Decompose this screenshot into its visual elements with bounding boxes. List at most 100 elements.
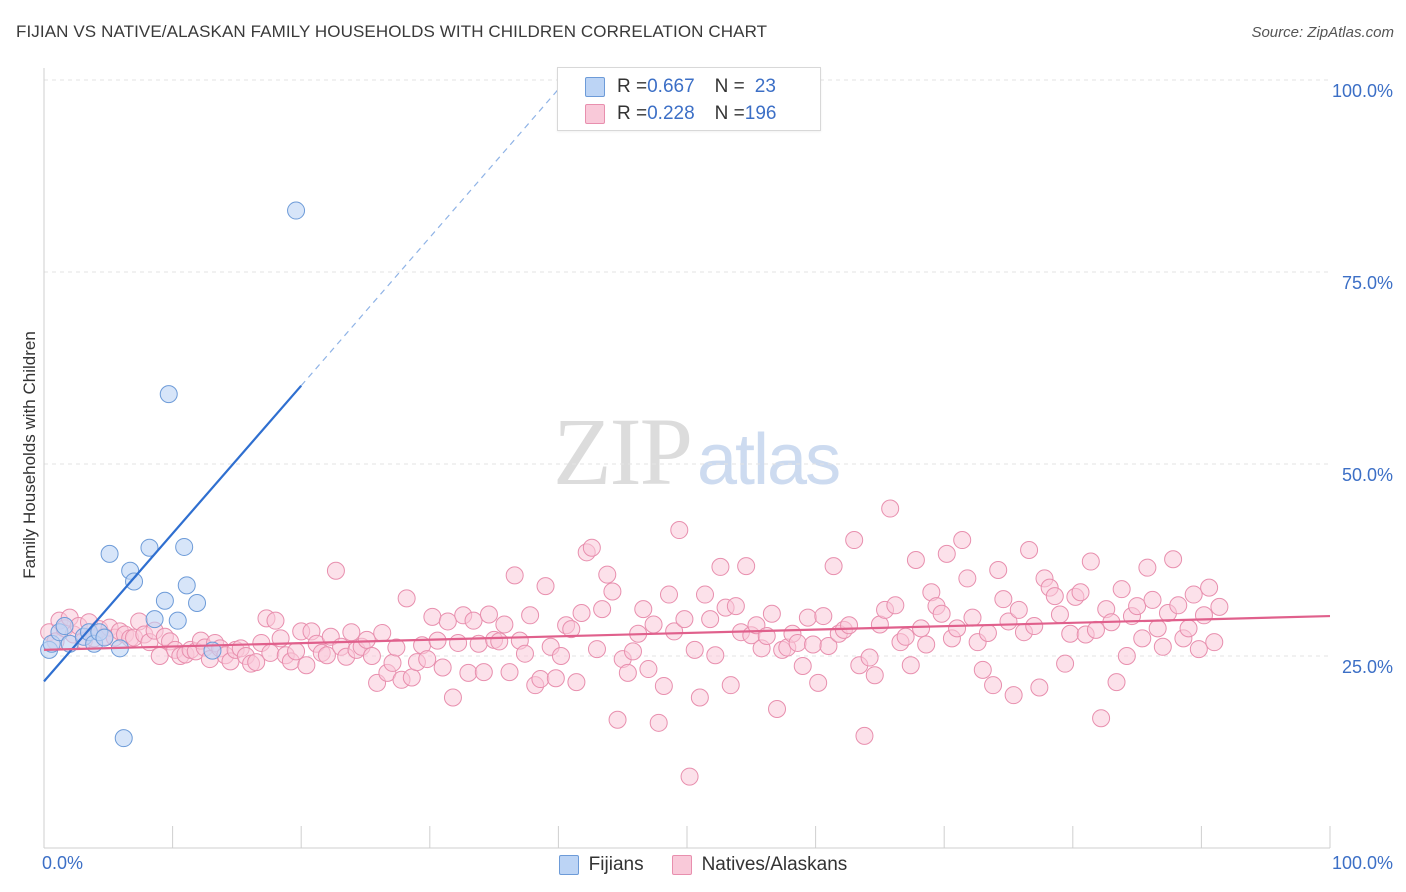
point-native-100 <box>546 669 565 688</box>
point-native-125 <box>675 610 694 629</box>
point-native-134 <box>721 676 740 695</box>
natives-points <box>40 499 1229 786</box>
legend-r-label: R = <box>617 76 648 97</box>
point-native-215 <box>1138 558 1157 577</box>
point-native-84 <box>464 611 483 630</box>
point-native-225 <box>1189 640 1208 659</box>
point-native-150 <box>804 635 823 654</box>
gridlines <box>44 79 1330 657</box>
point-native-223 <box>1179 619 1198 638</box>
point-native-103 <box>562 620 581 639</box>
point-native-200 <box>1061 624 1080 643</box>
point-fijian-22 <box>188 594 207 613</box>
point-native-184 <box>978 623 997 642</box>
point-native-157 <box>840 616 859 635</box>
point-native-154 <box>824 557 843 576</box>
legend-n-label: N = <box>714 103 745 124</box>
point-native-165 <box>881 499 900 518</box>
chart-title: FIJIAN VS NATIVE/ALASKAN FAMILY HOUSEHOL… <box>16 22 768 41</box>
point-native-206 <box>1092 709 1111 728</box>
y-tick-labels: 25.0% 50.0% 75.0% 100.0% <box>1332 81 1393 677</box>
point-native-189 <box>1004 686 1023 705</box>
point-native-216 <box>1143 590 1162 609</box>
point-native-66 <box>373 623 392 642</box>
point-native-179 <box>953 531 972 550</box>
point-fijian-15 <box>140 538 159 557</box>
point-native-194 <box>1030 678 1049 697</box>
point-native-169 <box>901 656 920 675</box>
point-native-170 <box>906 551 925 569</box>
point-native-75 <box>418 650 437 669</box>
point-native-69 <box>387 638 406 657</box>
point-native-199 <box>1056 654 1075 673</box>
point-native-171 <box>912 619 931 638</box>
point-native-183 <box>973 660 992 679</box>
source-credit: Source: ZipAtlas.com <box>1251 24 1394 41</box>
point-native-160 <box>855 726 874 745</box>
trendline-fijians-extension <box>300 88 559 387</box>
point-native-162 <box>865 666 884 685</box>
point-native-185 <box>984 676 1003 695</box>
point-native-205 <box>1086 620 1105 639</box>
point-native-192 <box>1020 541 1039 560</box>
point-native-149 <box>798 608 817 627</box>
point-native-204 <box>1081 552 1100 571</box>
point-native-180 <box>958 569 977 588</box>
point-native-76 <box>423 607 442 626</box>
legend-n-value-natives: 196 <box>744 103 777 124</box>
point-native-168 <box>896 627 915 646</box>
point-native-115 <box>623 642 642 661</box>
x-tick-label-max: 100.0% <box>1332 853 1393 873</box>
y-tick-label-2: 75.0% <box>1342 273 1393 293</box>
y-tick-label-1: 50.0% <box>1342 465 1393 485</box>
legend-label-natives: Natives/Alaskans <box>701 854 848 875</box>
point-native-126 <box>680 767 699 786</box>
point-fijian-16 <box>145 610 164 629</box>
point-fijian-24 <box>287 201 306 220</box>
point-native-83 <box>459 663 478 682</box>
legend-n-label: N = <box>714 76 745 97</box>
point-native-151 <box>809 673 828 692</box>
point-native-114 <box>618 663 637 682</box>
point-native-148 <box>793 656 812 675</box>
point-native-60 <box>342 623 361 642</box>
point-fijian-17 <box>155 591 174 610</box>
point-native-143 <box>768 699 787 718</box>
watermark-atlas: atlas <box>697 420 841 500</box>
point-native-135 <box>726 597 745 616</box>
point-native-112 <box>608 710 627 729</box>
legend-swatch-natives <box>671 855 692 875</box>
point-native-227 <box>1200 578 1219 597</box>
point-native-111 <box>603 582 622 601</box>
point-native-214 <box>1133 629 1152 648</box>
point-native-129 <box>696 585 715 604</box>
trendline-natives <box>43 614 1331 651</box>
point-native-152 <box>814 607 833 626</box>
y-axis-label: Family Households with Children <box>20 331 39 579</box>
point-native-121 <box>654 676 673 695</box>
point-native-55 <box>317 646 336 665</box>
point-native-132 <box>711 557 730 576</box>
y-tick-label-0: 25.0% <box>1342 657 1393 677</box>
point-native-110 <box>598 565 617 584</box>
y-tick-label-3: 100.0% <box>1332 81 1393 101</box>
point-native-118 <box>639 660 658 679</box>
point-native-130 <box>701 610 720 629</box>
legend-n-value-fijians: 23 <box>754 76 776 97</box>
watermark-zip: ZIP <box>553 398 693 505</box>
point-fijian-13 <box>125 572 144 591</box>
legend-swatch-fijians <box>558 855 579 875</box>
point-native-109 <box>593 600 612 619</box>
point-native-186 <box>989 560 1008 579</box>
point-native-211 <box>1117 647 1136 665</box>
point-fijian-10 <box>100 544 119 563</box>
point-native-172 <box>917 635 936 654</box>
axes <box>43 68 1331 849</box>
point-native-41 <box>247 653 266 672</box>
point-native-197 <box>1045 587 1064 606</box>
point-fijian-14 <box>114 729 133 748</box>
point-native-89 <box>490 632 509 651</box>
series-legend: Fijians Natives/Alaskans <box>0 852 1406 878</box>
legend-r-label: R = <box>617 103 648 124</box>
